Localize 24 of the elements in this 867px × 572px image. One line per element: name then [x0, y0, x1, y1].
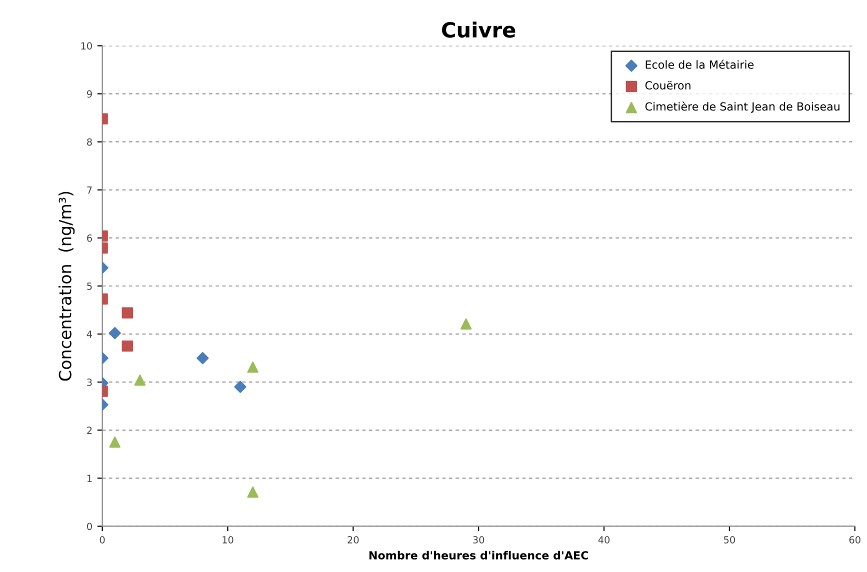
y-tick-label: 5 [87, 282, 92, 290]
y-tick-label: 9 [87, 90, 92, 98]
x-tick-label: 10 [222, 536, 234, 544]
y-tick-label: 7 [87, 186, 92, 194]
y-tick-label: 2 [87, 426, 92, 434]
x-tick-label: 20 [348, 536, 359, 544]
y-tick-label: 0 [87, 522, 92, 530]
y-axis-title: Concentration (ng/m³) [58, 192, 75, 381]
y-tick-label: 10 [81, 42, 92, 50]
y-tick-label: 6 [87, 234, 92, 242]
x-tick-label: 0 [100, 536, 105, 544]
y-tick-label: 3 [87, 378, 92, 386]
x-axis-title: Nombre d'heures d'influence d'AEC [369, 550, 588, 560]
y-tick-label: 1 [87, 474, 92, 482]
x-tick-label: 50 [724, 536, 735, 544]
y-tick-label: 4 [86, 330, 92, 338]
legend-label: Cimetière de Saint Jean de Boiseau [645, 102, 840, 113]
y-tick-label: 8 [87, 138, 92, 146]
x-tick-label: 40 [598, 536, 610, 544]
x-tick-label: 30 [473, 536, 484, 544]
chart-title: Cuivre [442, 22, 516, 38]
x-tick-label: 60 [849, 536, 860, 544]
legend-label: Couëron [645, 80, 690, 90]
legend-label: Ecole de la Métairie [646, 60, 754, 69]
